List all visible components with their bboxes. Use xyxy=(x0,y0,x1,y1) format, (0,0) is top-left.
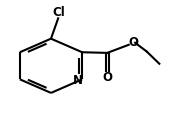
Text: Cl: Cl xyxy=(53,6,66,19)
Text: N: N xyxy=(73,74,83,87)
Text: O: O xyxy=(128,36,138,49)
Text: O: O xyxy=(102,72,112,85)
